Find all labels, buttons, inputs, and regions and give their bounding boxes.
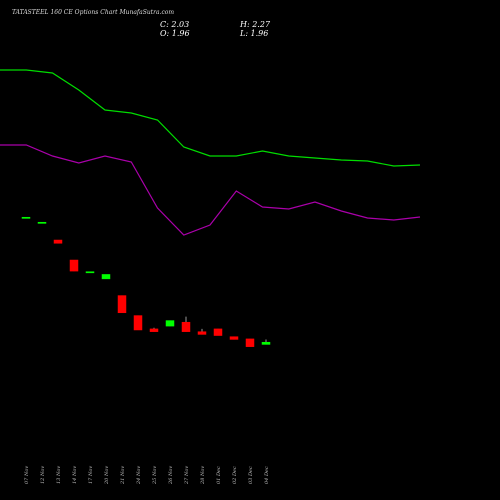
high-value: H: 2.27: [239, 20, 271, 29]
lower-line: [0, 144, 421, 236]
x-tick-label: 13 Nov: [56, 466, 62, 484]
open-value: O: 1.96: [160, 29, 190, 38]
x-axis-ticks: 07 Nov 12 Nov 13 Nov 14 Nov 17 Nov 20 Nov 21 N…: [24, 466, 270, 485]
candle: [229, 336, 239, 340]
candle-body: [261, 341, 271, 345]
x-tick-label: 17 Nov: [88, 466, 94, 484]
candle: [213, 328, 223, 336]
x-tick-label: 02 Dec: [232, 466, 238, 484]
x-tick-label: 24 Nov: [136, 466, 142, 485]
close-value: C: 2.03: [160, 20, 189, 29]
x-tick-label: 14 Nov: [72, 466, 78, 484]
indicator-lines: [0, 69, 421, 236]
candle: [149, 327, 159, 332]
x-tick-label: 12 Nov: [40, 466, 46, 484]
candle: [165, 320, 175, 327]
candle-body: [245, 338, 255, 347]
x-tick-label: 07 Nov: [24, 466, 30, 484]
candle: [21, 216, 31, 219]
candle: [101, 274, 111, 280]
candle-body: [69, 259, 79, 272]
candle-body: [85, 271, 95, 274]
candle-body: [53, 239, 63, 244]
x-tick-label: 04 Dec: [264, 466, 270, 484]
candle-body: [213, 328, 223, 336]
x-tick-label: 26 Nov: [168, 466, 174, 485]
candle: [37, 221, 47, 224]
candle: [181, 316, 191, 332]
upper-line: [0, 69, 421, 167]
candle: [69, 259, 79, 272]
candle: [245, 338, 255, 347]
x-tick-label: 01 Dec: [216, 466, 222, 484]
candles: [21, 216, 271, 347]
candle-body: [149, 328, 159, 332]
x-tick-label: 03 Dec: [248, 466, 254, 484]
candle-body: [229, 336, 239, 340]
candle: [53, 239, 63, 244]
candle-body: [101, 274, 111, 280]
x-tick-label: 20 Nov: [104, 466, 110, 485]
candle: [261, 339, 271, 345]
candle-body: [117, 295, 127, 314]
candle-body: [181, 321, 191, 332]
x-tick-label: 21 Nov: [120, 466, 126, 485]
candle-body: [133, 315, 143, 331]
candle: [133, 315, 143, 331]
low-value: L: 1.96: [239, 29, 268, 38]
candle-body: [21, 216, 31, 219]
candle-body: [165, 320, 175, 327]
candle: [197, 328, 207, 335]
x-tick-label: 28 Nov: [200, 466, 206, 485]
x-tick-label: 27 Nov: [184, 466, 190, 485]
chart-title: TATASTEEL 160 CE Options Chart MunafaSut…: [12, 9, 174, 16]
candle-body: [197, 331, 207, 335]
candle: [117, 295, 127, 314]
candle: [85, 271, 95, 274]
candle-body: [37, 221, 47, 224]
x-tick-label: 25 Nov: [152, 466, 158, 485]
